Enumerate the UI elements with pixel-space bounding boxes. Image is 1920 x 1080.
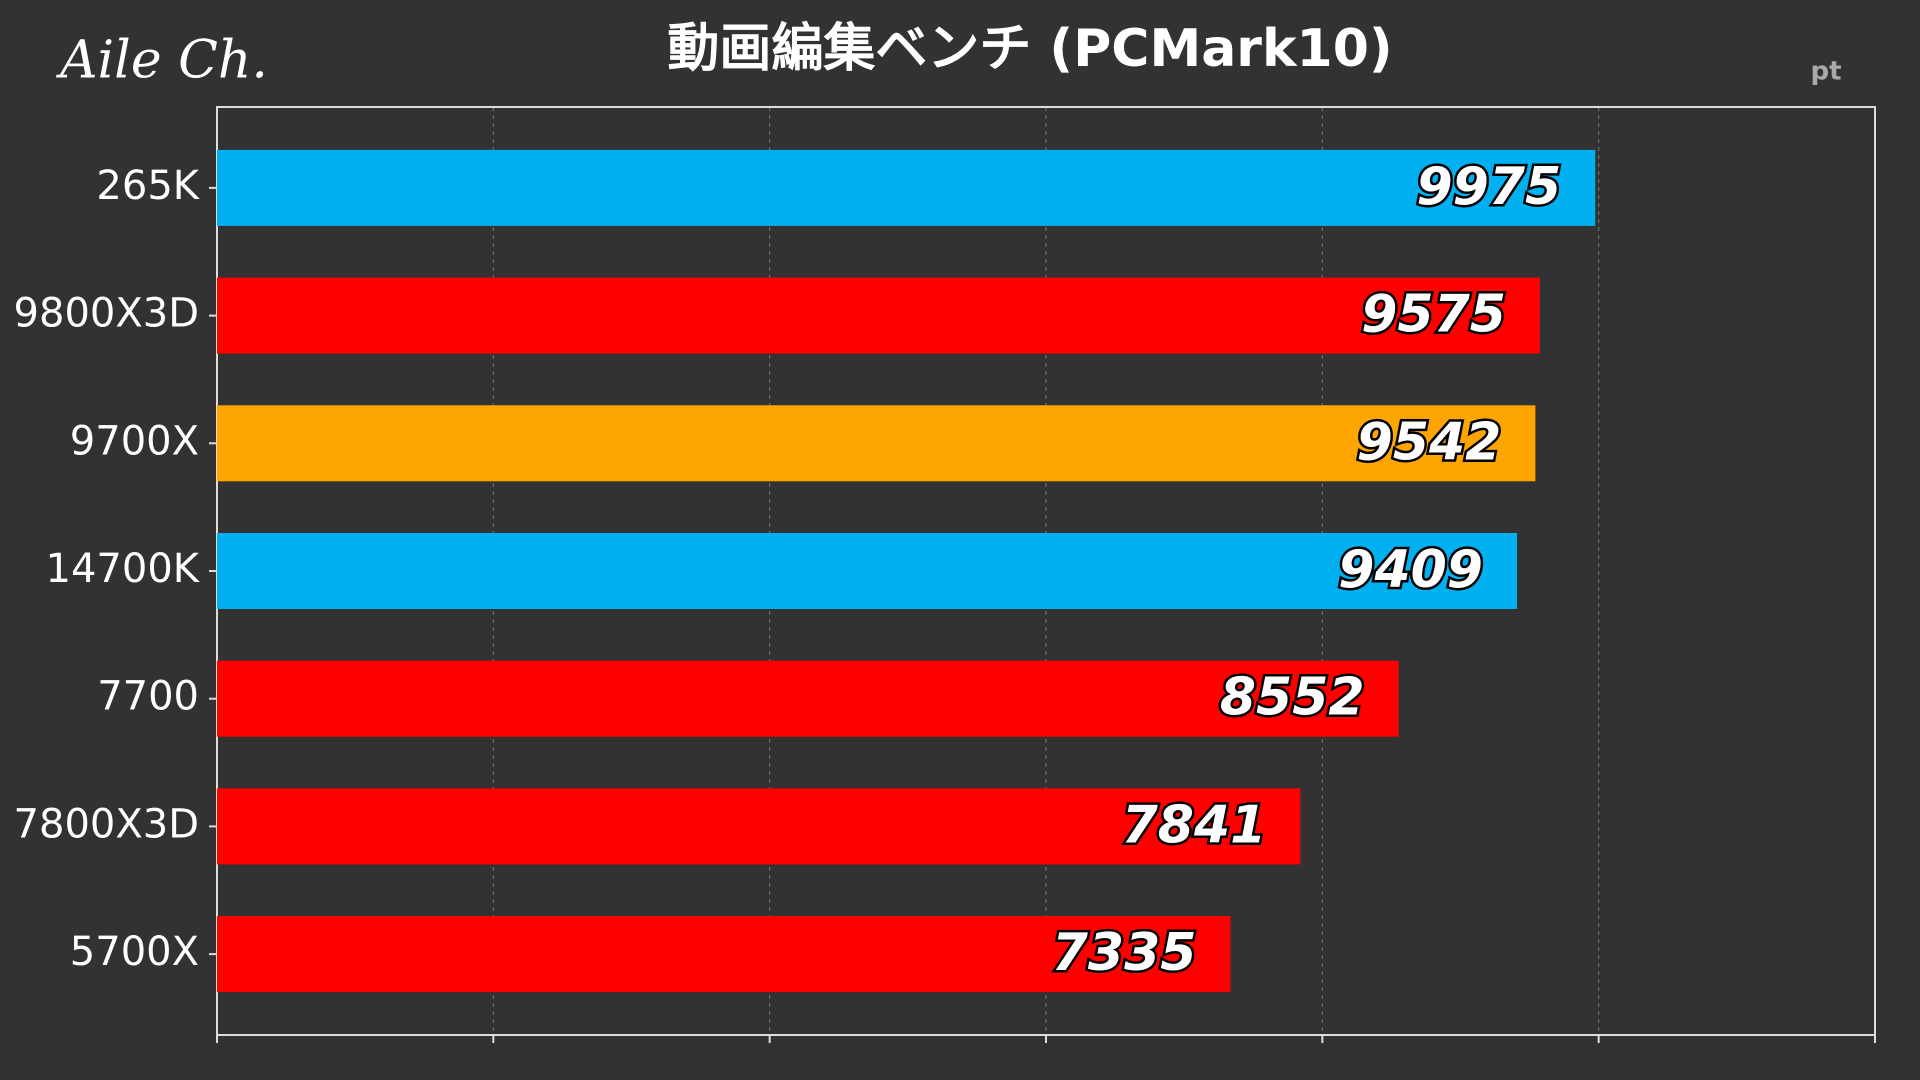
value-label: 7335 [1052,923,1197,983]
bar [217,149,1596,226]
value-label: 9975 [1416,157,1561,217]
bar [217,660,1399,737]
y-tick-label: 9700X [70,418,199,464]
y-tick-label: 7700 [97,674,199,720]
value-label: 9575 [1361,285,1506,345]
bar [217,916,1231,993]
y-tick-label: 7800X3D [14,801,199,847]
unit-label: pt [1810,57,1841,87]
bar [217,533,1518,609]
y-tick-label: 14700K [46,546,201,592]
y-tick-label: 9800X3D [14,291,199,337]
bar [217,405,1536,482]
value-label: 9542 [1357,412,1502,472]
y-tick-label: 265K [96,163,200,209]
bar [217,277,1540,354]
chart-title: 動画編集ベンチ (PCMark10) [667,19,1392,79]
value-label: 7841 [1122,795,1267,855]
bar [217,788,1301,865]
value-label: 9409 [1338,540,1483,600]
y-tick-label: 5700X [70,929,199,975]
watermark: Aile Ch. [56,31,268,91]
value-label: 8552 [1220,668,1365,728]
